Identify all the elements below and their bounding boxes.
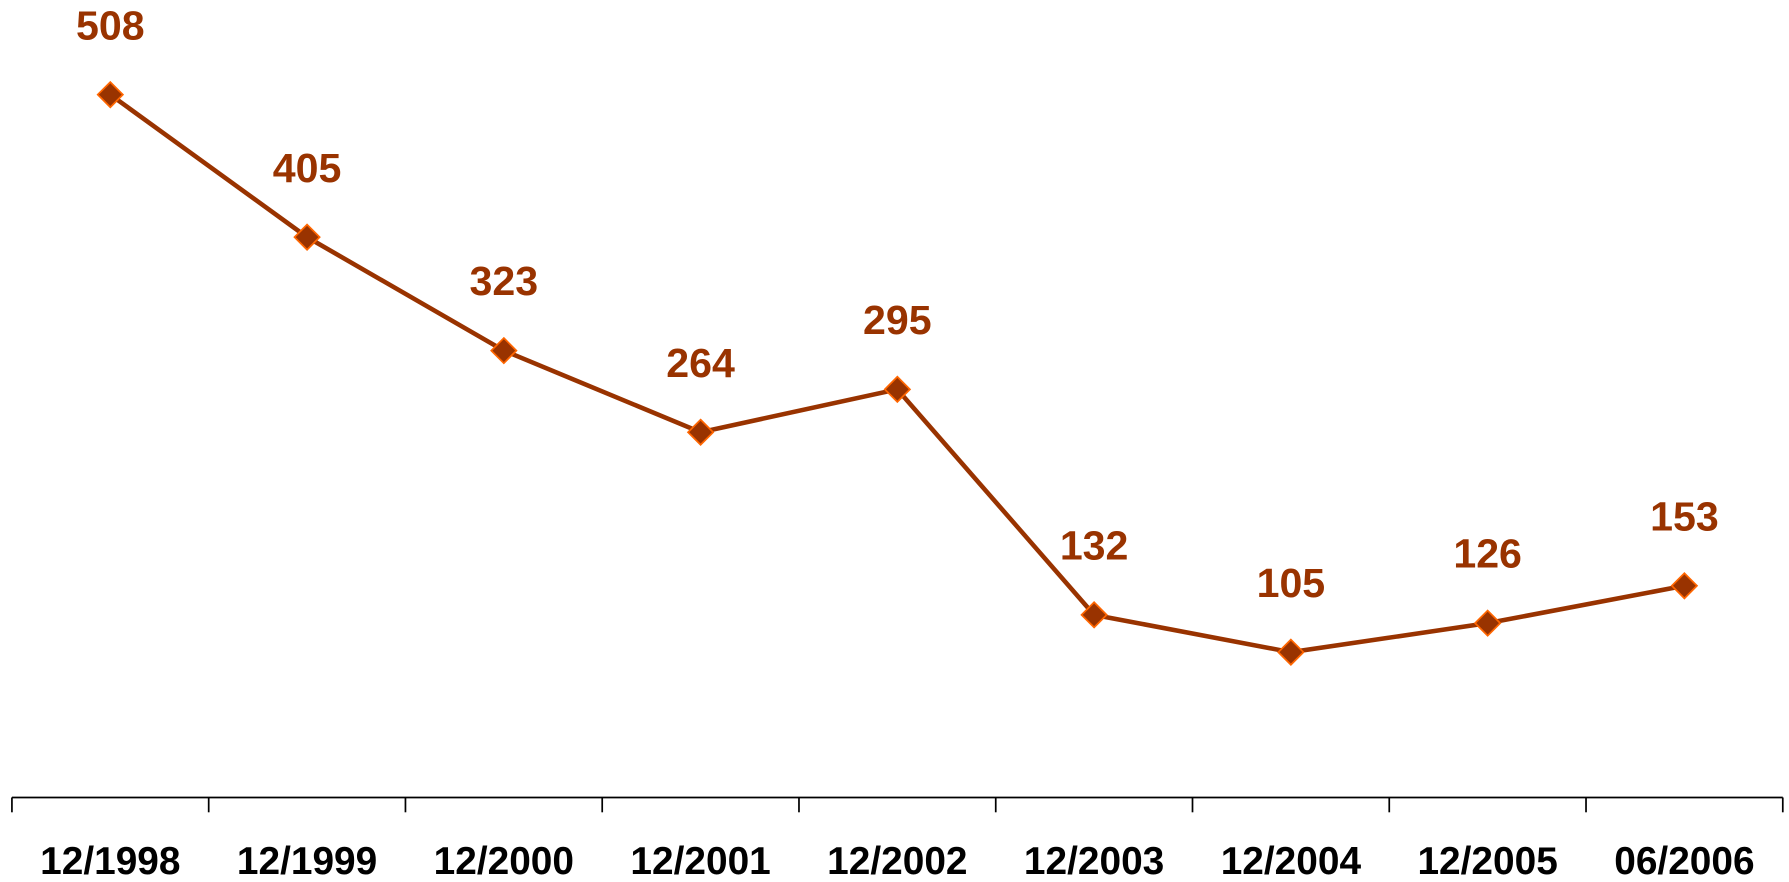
marker — [293, 223, 321, 251]
data-label: 405 — [273, 145, 342, 191]
data-label: 153 — [1650, 493, 1719, 539]
line — [108, 92, 1685, 655]
x-tick-label: 12/1998 — [40, 840, 180, 882]
x-tick-label: 12/2004 — [1221, 840, 1362, 882]
marker — [490, 336, 518, 365]
data-label: 132 — [1060, 522, 1129, 568]
x-tick-label: 12/1999 — [237, 840, 377, 882]
x-tick-label: 12/2000 — [434, 840, 574, 882]
marker — [1277, 638, 1305, 666]
marker — [96, 80, 125, 109]
x-tick-label: 12/2001 — [630, 840, 770, 882]
data-label: 126 — [1453, 531, 1522, 577]
marker — [1080, 601, 1108, 629]
data-label: 105 — [1257, 560, 1326, 606]
marker — [1473, 609, 1502, 637]
x-tick-label: 12/2005 — [1417, 840, 1557, 882]
marker — [1670, 572, 1699, 600]
x-tick-label: 12/2003 — [1024, 840, 1164, 882]
data-label: 323 — [470, 258, 539, 304]
marker — [883, 375, 912, 404]
data-label: 264 — [666, 340, 735, 386]
data-label: 295 — [863, 297, 932, 343]
x-tick-label: 06/2006 — [1614, 840, 1754, 882]
marker — [686, 418, 715, 447]
data-label: 508 — [76, 2, 145, 48]
x-tick-label: 12/2002 — [827, 840, 967, 882]
